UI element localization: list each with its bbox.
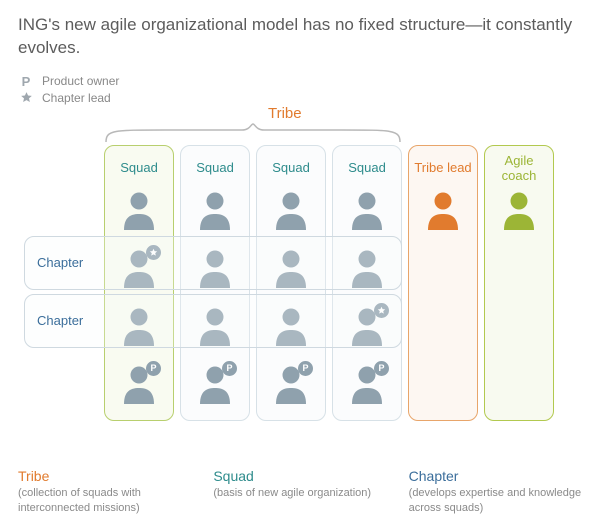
person-icon: [273, 190, 309, 230]
definition-text: (collection of squads with interconnecte…: [18, 486, 191, 515]
person-icon: [197, 248, 233, 288]
legend-star-mark: [18, 91, 34, 104]
column-header: Squad: [272, 154, 310, 184]
person-icon: [501, 190, 537, 230]
legend: P Product owner Chapter lead: [18, 74, 582, 105]
definition: Squad (basis of new agile organization): [213, 468, 386, 515]
person-icon: [349, 306, 385, 346]
person-icon: [273, 306, 309, 346]
squad-column: Squad P: [256, 145, 326, 421]
legend-star-label: Chapter lead: [42, 91, 111, 105]
page-title: ING's new agile organizational model has…: [18, 14, 582, 60]
chapter-lead-badge: [146, 245, 161, 260]
person-icon: [349, 248, 385, 288]
person-icon: [197, 190, 233, 230]
person-icon: P: [197, 364, 233, 404]
definition: Tribe (collection of squads with intercon…: [18, 468, 191, 515]
squad-column: Squad P: [332, 145, 402, 421]
product-owner-badge: P: [298, 361, 313, 376]
tribe-brace: [104, 122, 402, 144]
squad-column: Squad P: [180, 145, 250, 421]
definitions: Tribe (collection of squads with intercon…: [18, 468, 582, 515]
person-icon: [121, 248, 157, 288]
chapter-label: Chapter: [37, 255, 83, 270]
legend-chapter-lead: Chapter lead: [18, 91, 582, 105]
legend-p-mark: P: [18, 74, 34, 89]
tribe-label: Tribe: [268, 105, 302, 122]
person-icon: [197, 306, 233, 346]
person-icon: [425, 190, 461, 230]
chapter-lead-badge: [374, 303, 389, 318]
product-owner-badge: P: [146, 361, 161, 376]
agilecoach-column: Agile coach: [484, 145, 554, 421]
product-owner-badge: P: [374, 361, 389, 376]
person-icon: [121, 306, 157, 346]
squad-column: Squad P: [104, 145, 174, 421]
definition-title: Squad: [213, 468, 386, 484]
definition-text: (basis of new agile organization): [213, 486, 386, 500]
column-header: Squad: [348, 154, 386, 184]
column-header: Tribe lead: [414, 154, 471, 184]
person-icon: [349, 190, 385, 230]
person-icon: [121, 190, 157, 230]
column-header: Agile coach: [489, 154, 549, 184]
definition-title: Chapter: [409, 468, 582, 484]
column-header: Squad: [196, 154, 234, 184]
diagram: Tribe Squad PSquad PSquad: [18, 109, 582, 449]
columns-grid: Squad PSquad PSquad PSquad: [104, 145, 554, 421]
product-owner-badge: P: [222, 361, 237, 376]
legend-product-owner: P Product owner: [18, 74, 582, 89]
person-icon: P: [273, 364, 309, 404]
column-header: Squad: [120, 154, 158, 184]
legend-p-label: Product owner: [42, 74, 119, 88]
person-icon: [273, 248, 309, 288]
definition: Chapter (develops expertise and knowledge…: [409, 468, 582, 515]
person-icon: P: [121, 364, 157, 404]
definition-title: Tribe: [18, 468, 191, 484]
definition-text: (develops expertise and knowledge across…: [409, 486, 582, 515]
chapter-label: Chapter: [37, 313, 83, 328]
person-icon: P: [349, 364, 385, 404]
tribelead-column: Tribe lead: [408, 145, 478, 421]
